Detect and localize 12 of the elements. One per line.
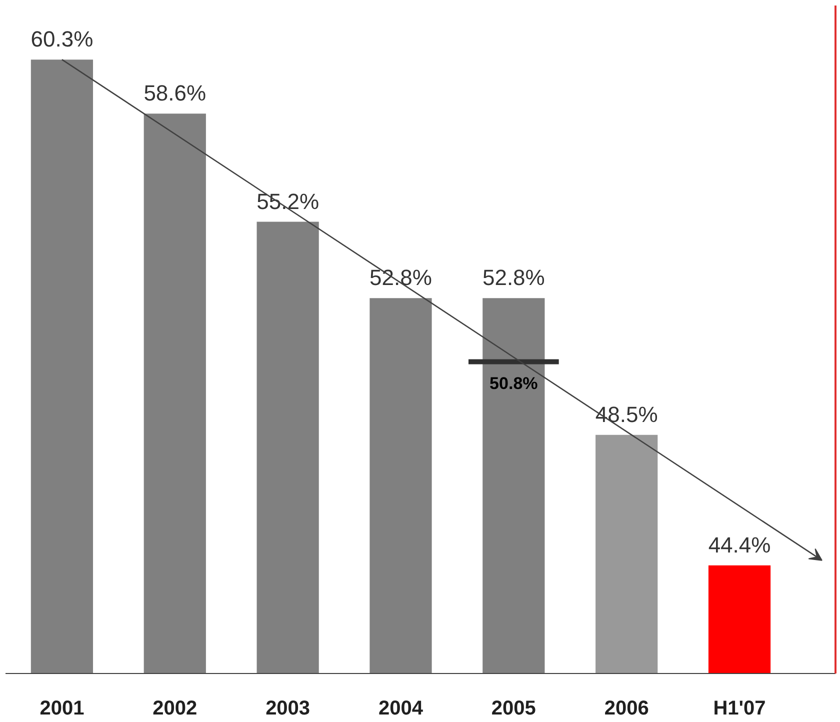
data-label: 44.4% bbox=[708, 532, 771, 558]
x-tick-label: 2001 bbox=[40, 698, 84, 720]
x-tick-label: H1'07 bbox=[713, 698, 766, 720]
data-label: 60.3% bbox=[30, 26, 94, 52]
data-label: 58.6% bbox=[144, 80, 206, 106]
x-tick-label: 2006 bbox=[604, 698, 649, 720]
x-tick-label: 2004 bbox=[378, 698, 424, 720]
x-tick-label: 2005 bbox=[491, 698, 536, 720]
data-label: 52.8% bbox=[482, 265, 545, 290]
x-tick-label: 2002 bbox=[152, 698, 198, 720]
ref-line-label: 50.8% bbox=[490, 374, 538, 393]
x-tick-label: 2003 bbox=[266, 698, 310, 720]
